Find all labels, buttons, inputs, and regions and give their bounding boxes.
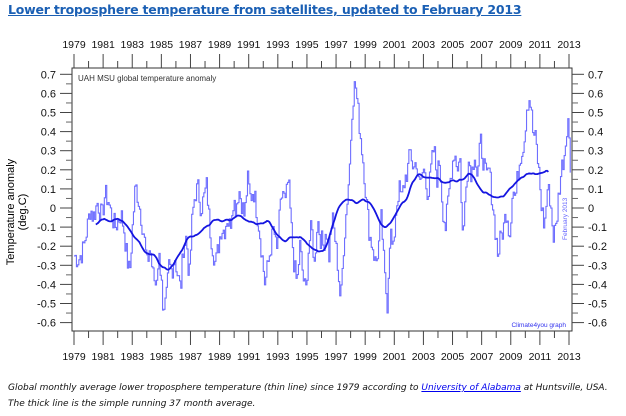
x-tick-label-bottom: 2011	[529, 351, 552, 363]
date-annotation: February 2013	[562, 197, 569, 240]
y-tick-label-left: 0	[50, 203, 56, 215]
y-tick-label-right: 0.6	[588, 88, 603, 100]
x-tick-label-top: 1991	[237, 39, 261, 51]
y-tick-label-left: 0.2	[41, 165, 56, 177]
x-tick-label-top: 1995	[295, 39, 319, 51]
y-tick-label-right: -0.3	[588, 260, 607, 272]
y-tick-label-right: -0.1	[588, 222, 607, 234]
y-axis: 0.7 0.7 0.6 0.6 0.5 0.5 0.4 0.4 0.3 0.3 0.2 0.2 0.1 0…	[37, 69, 607, 329]
y-tick-label-left: 0.5	[41, 108, 56, 120]
y-tick-label-right: -0.5	[588, 299, 607, 311]
monthly-series	[74, 81, 571, 314]
y-tick-label-left: -0.1	[37, 222, 56, 234]
x-tick-label-bottom: 1981	[91, 351, 115, 363]
y-tick-label-right: -0.4	[588, 279, 607, 291]
y-tick-label-right: 0.3	[588, 146, 603, 158]
x-tick-label-top: 1993	[266, 39, 290, 51]
x-tick-label-top: 1989	[208, 39, 232, 51]
y-tick-label-left: -0.5	[37, 299, 56, 311]
x-tick-label-top: 2007	[470, 39, 494, 51]
x-tick-label-bottom: 1993	[266, 351, 290, 363]
x-tick-label-bottom: 2005	[441, 351, 465, 363]
y-tick-label-right: 0.5	[588, 108, 603, 120]
caption-text-1: Global monthly average lower troposphere…	[8, 383, 422, 393]
x-tick-label-bottom: 1979	[62, 351, 86, 363]
y-tick-label-left: 0.3	[41, 146, 56, 158]
y-tick-label-left: -0.2	[37, 241, 56, 253]
temperature-chart: 0.7 0.7 0.6 0.6 0.5 0.5 0.4 0.4 0.3 0.3 0.2 0.2 0.1 0…	[37, 39, 607, 363]
x-tick-label-bottom: 1997	[324, 351, 348, 363]
x-tick-label-top: 2003	[412, 39, 436, 51]
y-tick-label-right: 0.4	[588, 127, 603, 139]
x-tick-label-bottom: 1995	[295, 351, 319, 363]
x-tick-label-bottom: 2013	[557, 351, 581, 363]
y-tick-label-right: -0.2	[588, 241, 607, 253]
credit-annotation: Climate4you graph	[511, 322, 566, 329]
x-tick-label-top: 1985	[150, 39, 174, 51]
running-average-line	[95, 169, 549, 271]
x-tick-label-bottom: 2007	[470, 351, 494, 363]
page-title: Lower troposphere temperature from satel…	[8, 2, 522, 17]
x-tick-label-top: 2009	[499, 39, 523, 51]
y-tick-label-left: -0.4	[37, 279, 56, 291]
y-tick-label-left: -0.6	[37, 318, 56, 330]
y-axis-label: Temperature anomaly (deg.C)	[5, 158, 29, 266]
running-average-series	[95, 169, 549, 271]
monthly-line	[74, 81, 571, 314]
y-tick-label-left: 0.4	[41, 127, 56, 139]
y-tick-label-right: 0.2	[588, 165, 603, 177]
x-tick-label-bottom: 1987	[179, 351, 203, 363]
y-tick-label-left: 0.7	[41, 69, 56, 81]
x-tick-label-bottom: 2009	[499, 351, 523, 363]
x-axis: 1979 1979 1981 1981 1983 1983 1985 1985 1987 1987…	[62, 39, 581, 363]
x-tick-label-top: 1983	[121, 39, 145, 51]
x-tick-label-bottom: 1989	[208, 351, 232, 363]
x-tick-label-bottom: 1999	[353, 351, 377, 363]
plot-area	[71, 67, 573, 332]
x-tick-label-top: 2005	[441, 39, 465, 51]
y-tick-label-left: 0.1	[41, 184, 56, 196]
y-tick-label-right: -0.6	[588, 318, 607, 330]
y-tick-label-right: 0	[588, 203, 594, 215]
x-tick-label-top: 2001	[383, 39, 407, 51]
university-link[interactable]: University of Alabama	[421, 383, 521, 393]
x-tick-label-bottom: 1985	[150, 351, 174, 363]
x-tick-label-top: 1987	[179, 39, 203, 51]
y-tick-label-right: 0.1	[588, 184, 603, 196]
caption-text-2: at Huntsville, USA. The thick line is th…	[8, 383, 608, 409]
x-tick-label-top: 1981	[91, 39, 115, 51]
x-tick-label-bottom: 2003	[412, 351, 436, 363]
x-tick-label-top: 2013	[557, 39, 581, 51]
x-tick-label-top: 2011	[529, 39, 552, 51]
y-tick-label-left: -0.3	[37, 260, 56, 272]
x-tick-label-bottom: 2001	[383, 351, 407, 363]
x-tick-label-top: 1999	[353, 39, 377, 51]
y-tick-label-left: 0.6	[41, 88, 56, 100]
chart-title: UAH MSU global temperature anomaly	[78, 74, 216, 83]
x-tick-label-bottom: 1991	[237, 351, 261, 363]
y-tick-label-right: 0.7	[588, 69, 603, 81]
x-tick-label-top: 1997	[324, 39, 348, 51]
caption: Global monthly average lower troposphere…	[8, 380, 620, 412]
plot-frame	[71, 67, 573, 332]
x-tick-label-bottom: 1983	[121, 351, 145, 363]
x-tick-label-top: 1979	[62, 39, 86, 51]
